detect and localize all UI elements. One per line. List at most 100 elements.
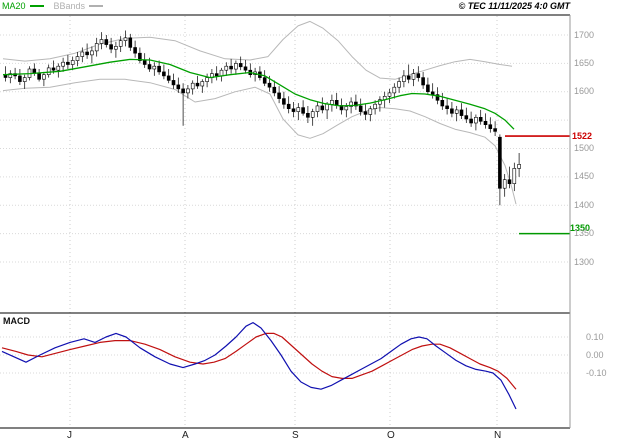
- candle-body: [147, 64, 152, 70]
- candle-body: [162, 71, 166, 77]
- candle-body: [195, 82, 200, 87]
- candle-body: [421, 77, 425, 86]
- candle-body: [51, 67, 56, 71]
- copyright-text: © TEC 11/11/2025 4:0 GMT: [458, 1, 570, 11]
- candle-body: [430, 91, 435, 95]
- candle-body: [310, 111, 315, 118]
- candle-body: [166, 75, 171, 81]
- candle-body: [114, 46, 118, 50]
- price-tick-label: 1600: [574, 86, 595, 97]
- macd-tick-label: 0.00: [586, 349, 604, 360]
- macd-panel-label: MACD: [3, 316, 30, 326]
- candle-body: [363, 111, 368, 115]
- bollinger-lower-band: [2, 78, 517, 205]
- macd-line: [1, 322, 517, 410]
- legend-bbands-label: BBands: [53, 1, 86, 11]
- candle-body: [152, 65, 157, 70]
- macd-tick-label: 0.10: [586, 331, 604, 342]
- candle-body: [118, 40, 123, 47]
- candle-body: [22, 77, 27, 82]
- price-tick-label: 1450: [574, 171, 595, 182]
- candle-body: [214, 73, 219, 77]
- candle-body: [459, 109, 464, 116]
- candle-body: [200, 81, 205, 87]
- candle-body: [99, 39, 104, 44]
- candle-body: [262, 77, 267, 84]
- candle-body: [402, 75, 406, 82]
- candle-body: [37, 73, 41, 80]
- candle-body: [450, 108, 454, 114]
- candle-body: [440, 100, 445, 107]
- month-label: S: [292, 430, 299, 441]
- price-tick-label: 1500: [574, 143, 595, 153]
- candle-body: [80, 51, 85, 57]
- candle-body: [478, 117, 483, 122]
- candle-body: [85, 51, 89, 56]
- candle-body: [90, 50, 94, 56]
- candle-body: [238, 63, 243, 68]
- candle-body: [306, 113, 310, 118]
- candle-body: [406, 75, 411, 80]
- candle-body: [123, 37, 128, 41]
- candle-body: [488, 124, 493, 129]
- chart-legend: MA20 BBands: [2, 1, 104, 11]
- candle-body: [378, 99, 382, 105]
- ma20-line: [2, 58, 515, 130]
- candle-body: [104, 39, 109, 45]
- candle-body: [502, 179, 507, 189]
- candle-body: [133, 47, 137, 54]
- legend-ma20-label: MA20: [2, 1, 26, 11]
- support-level-label: 1350: [570, 222, 591, 233]
- candle-body: [493, 128, 497, 132]
- candle-body: [205, 77, 209, 82]
- candle-body: [464, 115, 469, 120]
- candle-body: [483, 121, 488, 126]
- candle-body: [70, 60, 75, 65]
- candle-body: [373, 103, 377, 109]
- candle-body: [224, 65, 229, 71]
- candle-body: [387, 92, 392, 97]
- candle-body: [349, 101, 353, 107]
- candle-body: [426, 84, 430, 93]
- candle-body: [8, 73, 13, 78]
- candle-body: [267, 82, 272, 88]
- candle-body: [368, 108, 373, 115]
- candle-body: [282, 98, 286, 105]
- candle-body: [234, 63, 238, 70]
- candle-body: [315, 105, 320, 112]
- candle-body: [61, 61, 65, 67]
- candle-body: [128, 37, 133, 48]
- candle-body: [301, 107, 305, 114]
- candle-body: [507, 179, 512, 184]
- macd-tick-label: -0.10: [586, 367, 607, 378]
- price-tick-label: 1400: [574, 199, 595, 210]
- candle-body: [354, 101, 358, 107]
- bbands-line-swatch: [89, 5, 104, 7]
- candle-body: [320, 105, 325, 111]
- price-tick-label: 1650: [574, 57, 595, 68]
- candle-body: [138, 52, 142, 61]
- month-label: N: [494, 430, 502, 441]
- candle-body: [171, 80, 176, 86]
- candle-body: [416, 73, 421, 78]
- candle-body: [277, 92, 281, 99]
- candle-body: [18, 75, 22, 82]
- candle-body: [186, 88, 190, 94]
- candle-body: [286, 103, 291, 109]
- candle-body: [109, 44, 113, 50]
- price-tick-label: 1700: [574, 29, 595, 40]
- candle-body: [66, 61, 70, 65]
- month-label: A: [182, 430, 189, 441]
- candle-body: [94, 43, 99, 52]
- ma20-line-swatch: [29, 5, 44, 7]
- candle-body: [397, 81, 401, 88]
- candle-body: [445, 105, 449, 110]
- candle-body: [498, 136, 502, 189]
- month-label: O: [387, 430, 395, 441]
- price-tick-label: 1300: [574, 256, 595, 267]
- candle-body: [56, 65, 61, 71]
- price-tick-label: 1350: [574, 228, 595, 239]
- candle-body: [330, 100, 334, 105]
- candle-body: [46, 67, 51, 76]
